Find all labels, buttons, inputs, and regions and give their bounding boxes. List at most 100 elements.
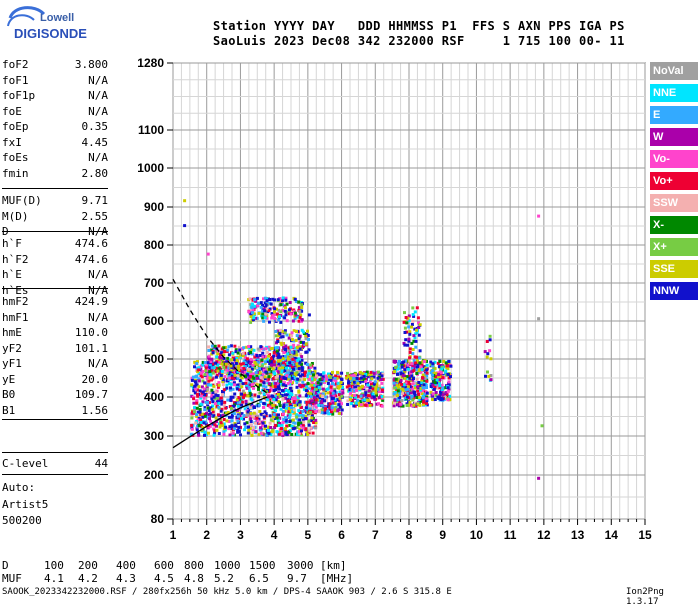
param-name: yE	[2, 372, 16, 386]
echo-point	[206, 406, 210, 410]
echo-point	[488, 349, 492, 353]
echo-point	[336, 409, 340, 413]
echo-point	[266, 429, 270, 432]
echo-point	[258, 383, 262, 387]
echo-point	[318, 397, 322, 401]
echo-point	[425, 391, 429, 395]
echo-point	[419, 386, 423, 390]
echo-point	[254, 371, 258, 375]
echo-point	[193, 384, 197, 388]
echo-point	[307, 419, 311, 423]
param-row-h-f2: h`F2 474.6	[2, 253, 108, 267]
echo-point	[440, 367, 444, 371]
echo-point	[356, 382, 360, 386]
echo-point	[297, 409, 301, 413]
echo-point	[417, 326, 421, 329]
param-row-m-d-: M(D) 2.55	[2, 210, 108, 224]
echo-point	[400, 364, 404, 367]
echo-point	[399, 378, 403, 382]
echo-point	[486, 370, 489, 374]
echo-point	[279, 430, 283, 434]
echo-point	[410, 387, 414, 391]
echo-point	[281, 299, 284, 303]
echo-point	[203, 373, 207, 377]
echo-point	[414, 404, 418, 408]
muf-value: 4.1	[44, 572, 64, 585]
echo-point	[359, 403, 363, 407]
echo-point	[304, 410, 308, 414]
param-row-hmf1: hmF1 N/A	[2, 311, 108, 325]
echo-point	[242, 367, 246, 370]
digisonde-logo: Lowell DIGISONDE	[4, 4, 104, 44]
echo-point	[203, 361, 207, 364]
x-tick-label: 9	[439, 528, 446, 542]
echo-point	[396, 367, 400, 371]
echo-point	[288, 423, 292, 427]
echo-point	[278, 315, 281, 319]
echo-point	[207, 349, 211, 352]
echo-point	[205, 376, 209, 380]
echo-point	[274, 375, 278, 379]
echo-point	[284, 359, 288, 363]
echo-point	[235, 357, 239, 360]
echo-point	[277, 334, 281, 338]
echo-point	[307, 313, 311, 317]
echo-point	[411, 382, 415, 386]
echo-point	[288, 367, 292, 371]
echo-point	[208, 376, 212, 380]
echo-point	[201, 400, 205, 404]
echo-point	[407, 337, 411, 341]
echo-point	[247, 345, 251, 348]
echo-point	[251, 308, 255, 312]
echo-point	[313, 375, 316, 378]
echo-point	[302, 420, 306, 424]
echo-point	[377, 384, 381, 388]
echo-point	[248, 391, 252, 395]
echo-point	[293, 396, 296, 400]
echo-point	[417, 392, 421, 396]
echo-point	[361, 394, 365, 398]
echo-point	[219, 353, 222, 356]
echo-point	[415, 372, 419, 375]
echo-point	[240, 385, 244, 389]
echo-point	[236, 383, 240, 387]
echo-point	[359, 385, 363, 389]
echo-point	[240, 370, 244, 374]
echo-point	[300, 328, 304, 332]
echo-point	[247, 310, 251, 314]
echo-point	[337, 386, 341, 390]
echo-point	[218, 361, 222, 365]
echo-point	[294, 366, 298, 370]
echo-point	[297, 431, 301, 435]
echo-point	[425, 368, 429, 372]
echo-point	[196, 388, 200, 392]
echo-point	[358, 377, 362, 381]
echo-point	[358, 404, 361, 408]
echo-point	[207, 345, 210, 349]
echo-point	[405, 402, 409, 406]
echo-point	[220, 393, 224, 397]
echo-point	[304, 334, 308, 338]
echo-point	[270, 388, 274, 392]
echo-point	[222, 422, 226, 426]
echo-point	[211, 410, 215, 414]
echo-point	[265, 390, 269, 394]
echo-point	[305, 363, 309, 366]
echo-point	[275, 413, 279, 417]
echo-point	[203, 406, 207, 410]
echo-point	[339, 377, 343, 381]
echo-point	[249, 420, 253, 423]
echo-point	[219, 373, 223, 377]
echo-point	[420, 381, 424, 385]
echo-point	[353, 385, 357, 389]
echo-point	[287, 351, 291, 355]
echo-point	[424, 397, 428, 401]
echo-point	[190, 412, 194, 416]
param-row-yf1: yF1 N/A	[2, 357, 108, 371]
echo-point	[281, 335, 285, 339]
echo-point	[308, 377, 311, 381]
echo-point	[322, 371, 326, 375]
echo-point	[486, 352, 490, 356]
echo-point	[420, 368, 424, 372]
echo-point	[425, 386, 428, 389]
